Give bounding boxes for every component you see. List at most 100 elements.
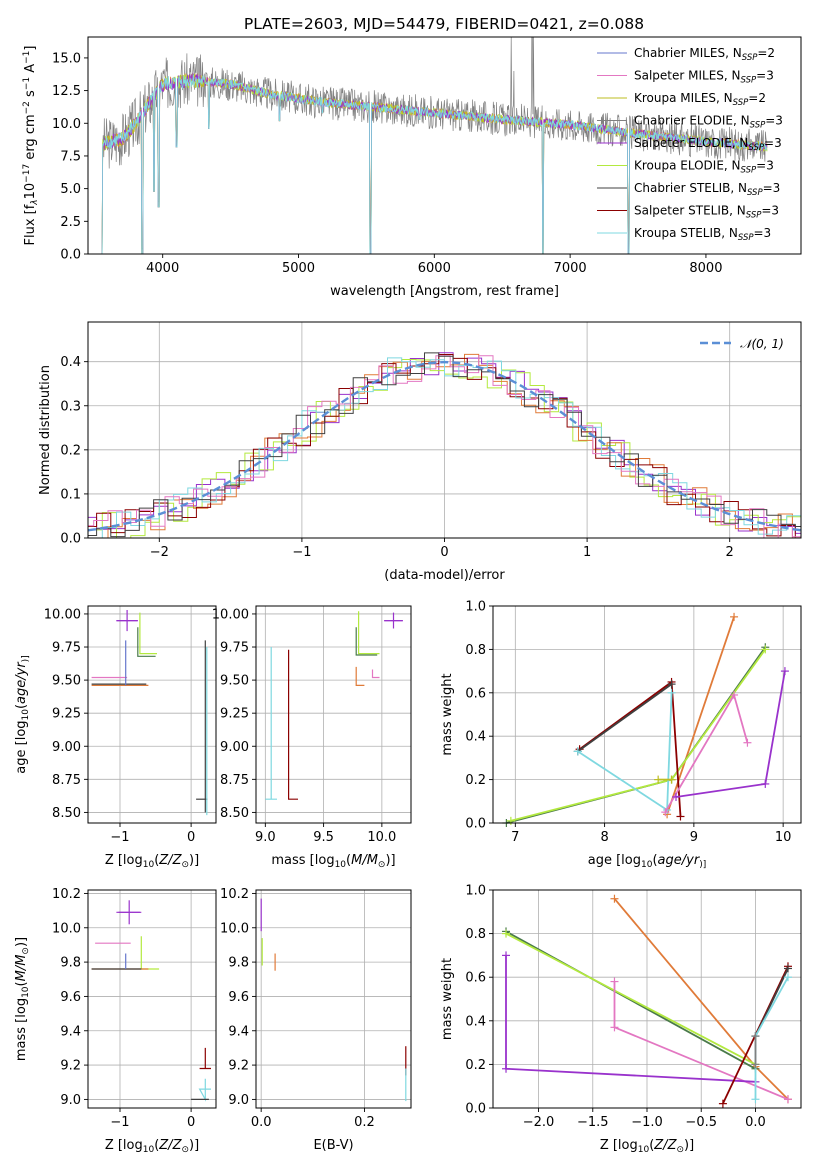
age-z-xtick-label: −1: [110, 830, 129, 845]
histogram-ytick-label: 0.1: [60, 487, 81, 502]
mass-z-xlabel-part: )]: [189, 1138, 199, 1153]
spectrum-ylabel-part: −1: [22, 77, 32, 90]
age-z-ytick-label: 9.50: [52, 674, 81, 689]
weight-z-series: [505, 930, 756, 1070]
age-z-xlabel-part: Z/Z: [158, 853, 182, 868]
mass-z-xlabel-part: (: [154, 1138, 159, 1153]
weight-z-xlabel-part: )]: [684, 1138, 694, 1153]
age-mass-panel: 9.0 9.5 10.0 8.50 8.75 9.00 9.25 9.50 9.75 10.00 m…: [212, 605, 412, 870]
weight-age-series: [510, 648, 767, 822]
spectrum-ylabel-part: Flux [f: [23, 204, 38, 245]
age-z-marks: [91, 610, 208, 816]
weight-z-series: [505, 932, 756, 1066]
weight-age-ytick-label: 0.4: [465, 730, 486, 745]
weight-z-xtick-label: −0.5: [685, 1115, 717, 1130]
weight-z-xlabel-part: Z [log: [600, 1138, 638, 1153]
spectrum-ylabel-part: A: [23, 64, 38, 77]
legend-entry-n: =2: [748, 91, 766, 105]
spectrum-ytick-label: 15.0: [52, 51, 81, 66]
weight-age-xlabel-part: )]: [699, 860, 706, 870]
weight-z-ytick-label: 0.8: [465, 927, 486, 942]
legend-entry-sub: SSP: [742, 53, 758, 63]
weight-z-xtick-label: −2.0: [523, 1115, 555, 1130]
weight-z-xlabel-part: ⊙: [676, 1145, 684, 1155]
spectrum-ylabel-part: −1: [22, 51, 32, 64]
age-z-ytick-label: 8.50: [52, 806, 81, 821]
age-z-ylabel-part: age [log: [14, 720, 29, 773]
age-z-ytick-label: 8.75: [52, 773, 81, 788]
histogram-xtick-label: 0: [440, 545, 448, 560]
histogram-xtick-label: 1: [583, 545, 591, 560]
normal-legend-label: 𝒩(0, 1): [740, 337, 784, 351]
spectrum-xtick-label: 6000: [418, 261, 451, 276]
mass-ebv-xlabel: E(B-V): [313, 1138, 353, 1153]
legend-entry-n: =3: [754, 226, 772, 240]
mass-z-xlabel-part: ⊙: [181, 1145, 189, 1155]
legend-entry: Kroupa STELIB, NSSP=3: [634, 226, 771, 243]
spectrum-ytick-label: 0.0: [60, 248, 81, 263]
mass-ebv-panel: 0.0 0.2 9.0 9.2 9.4 9.6 9.8 10.0 10.2 E(B-V): [220, 887, 412, 1153]
spectrum-ylabel: Flux [fλ10−17 erg cm−2 s−1 A−1]: [22, 46, 40, 246]
age-mass-xtick-label: 10.0: [367, 830, 396, 845]
spectrum-ytick-label: 5.0: [60, 182, 81, 197]
spectrum-ytick-label: 7.5: [60, 149, 81, 164]
weight-age-xlabel-part: age/yr: [658, 853, 701, 868]
weight-age-series: [577, 683, 673, 753]
mass-ebv-ytick-label: 10.2: [220, 887, 249, 902]
mass-z-ytick-label: 9.8: [60, 956, 81, 971]
histogram-xtick-label: 2: [726, 545, 734, 560]
age-mass-step: [265, 647, 277, 800]
spectrum-ylabel-part: erg cm: [23, 114, 38, 163]
mass-z-ytick-label: 9.4: [60, 1024, 81, 1039]
spectrum-frame: [87, 36, 802, 255]
weight-age-xtick-label: 7: [511, 830, 519, 845]
weight-age-ytick-label: 0.6: [465, 686, 486, 701]
normal-curve: [88, 360, 801, 532]
spectrum-xtick-label: 7000: [554, 261, 587, 276]
histogram-xlabel: (data-model)/error: [384, 568, 505, 583]
age-z-ylabel: age [log10(age/yr)]: [14, 655, 31, 773]
legend-entry: Chabrier MILES, NSSP=2: [634, 46, 775, 63]
histogram-ytick-label: 0.2: [60, 443, 81, 458]
mass-z-ytick-label: 9.0: [60, 1093, 81, 1108]
age-mass-ytick-label: 9.25: [220, 707, 249, 722]
spectrum-ylabel-part: −17: [22, 164, 32, 183]
spectrum-xtick-label: 4000: [146, 261, 179, 276]
age-mass-xlabel-part: M/M: [351, 853, 378, 868]
weight-z-series: [754, 976, 789, 1100]
age-mass-ytick-label: 8.50: [220, 806, 249, 821]
age-mass-step: [355, 666, 365, 686]
weight-age-series: [506, 646, 767, 824]
mass-z-xlabel-part: Z/Z: [158, 1138, 182, 1153]
mass-z-ytick-label: 10.2: [52, 887, 81, 902]
mass-z-ytick-label: 9.6: [60, 990, 81, 1005]
weight-age-xlabel-part: age [log: [588, 853, 641, 868]
histogram-series: [88, 354, 801, 538]
weight-z-ytick-label: 0.2: [465, 1058, 486, 1073]
age-mass-xtick-label: 9.5: [313, 830, 334, 845]
age-z-frame: [87, 605, 217, 824]
age-z-xlabel-part: ⊙: [181, 860, 189, 870]
age-z-xtick-label: 0: [187, 830, 195, 845]
mass-ebv-ytick-label: 9.0: [228, 1093, 249, 1108]
age-mass-step: [355, 627, 378, 656]
age-mass-ytick-label: 9.75: [220, 641, 249, 656]
age-mass-ytick-label: 8.75: [220, 773, 249, 788]
legend-entry-n: =3: [761, 204, 779, 218]
age-mass-ytick-label: 9.50: [220, 674, 249, 689]
legend-entry-name: Kroupa MILES, N: [634, 91, 733, 105]
mass-ebv-ytick-label: 10.0: [220, 921, 249, 936]
spectrum-ylabel-part: 10: [23, 183, 38, 200]
histogram-ylabel: Normed distribution: [38, 365, 53, 495]
weight-z-xtick-label: −1.5: [577, 1115, 609, 1130]
spectrum-ytick-label: 12.5: [52, 84, 81, 99]
weight-age-ytick-label: 1.0: [465, 600, 486, 615]
age-z-xlabel: Z [log10(Z/Z⊙)]: [105, 853, 199, 870]
age-mass-xtick-label: 9.0: [255, 830, 276, 845]
mass-ebv-ytick-label: 9.8: [228, 956, 249, 971]
weight-z-ytick-label: 0.0: [465, 1102, 486, 1117]
weight-z-ytick-label: 1.0: [465, 884, 486, 899]
legend-entry-n: =3: [764, 136, 782, 150]
histogram-panel: −2 −1 0 1 2 0.0 0.1 0.2 0.3 0.4 (data-model)/error…: [38, 321, 802, 583]
